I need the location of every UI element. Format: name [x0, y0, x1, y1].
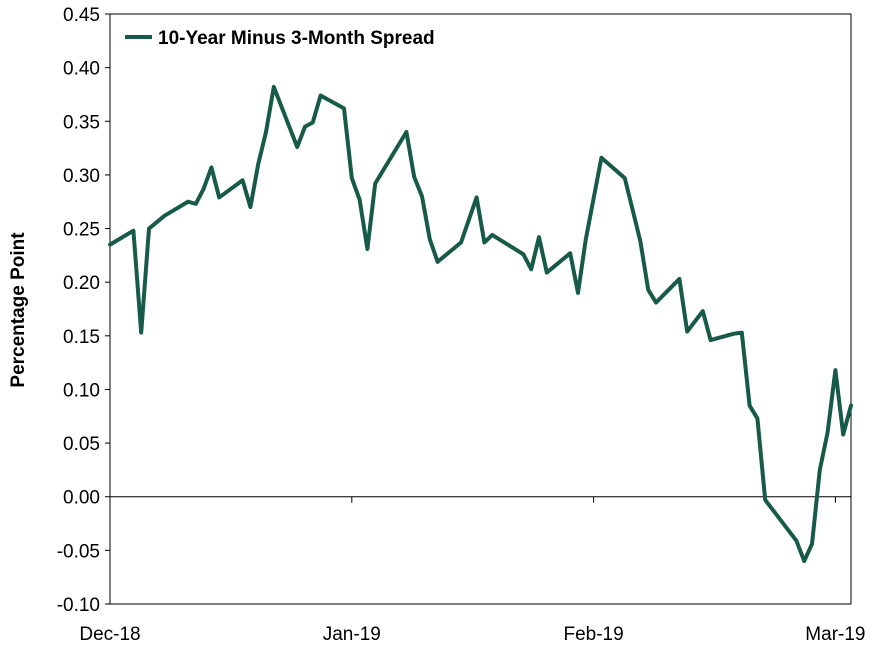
y-tick-label: -0.10 [57, 595, 100, 616]
y-tick-label: 0.35 [63, 112, 100, 133]
x-tick-group: Dec-18 Jan-19 Feb-19 Mar-19 [79, 496, 865, 645]
y-tick-label: 0.20 [63, 273, 100, 294]
legend: 10-Year Minus 3-Month Spread [125, 28, 435, 49]
y-tick-label: 0.45 [63, 5, 100, 26]
series-group [108, 84, 853, 564]
x-tick-label: Jan-19 [323, 624, 381, 645]
plot-area-frame [109, 13, 852, 605]
legend-label: 10-Year Minus 3-Month Spread [158, 28, 435, 49]
y-tick-label: 0.05 [63, 434, 100, 455]
x-tick-label: Feb-19 [563, 624, 623, 645]
y-tick-label: -0.05 [57, 541, 100, 562]
y-axis-label: Percentage Point [8, 232, 29, 388]
y-tick-label: 0.30 [63, 166, 100, 187]
y-tick-label: 0.10 [63, 380, 100, 401]
x-tick-label: Mar-19 [805, 624, 865, 645]
y-tick-group: -0.10 -0.05 0.00 0.05 0.10 0.15 0.20 0.25 0.30 0.… [57, 5, 110, 616]
y-tick-label: 0.40 [63, 59, 100, 80]
y-tick-label: 0.15 [63, 327, 100, 348]
x-tick-label: Dec-18 [79, 624, 140, 645]
y-tick-label: 0.25 [63, 220, 100, 241]
series-line [108, 84, 853, 564]
y-tick-label: 0.00 [63, 488, 100, 509]
